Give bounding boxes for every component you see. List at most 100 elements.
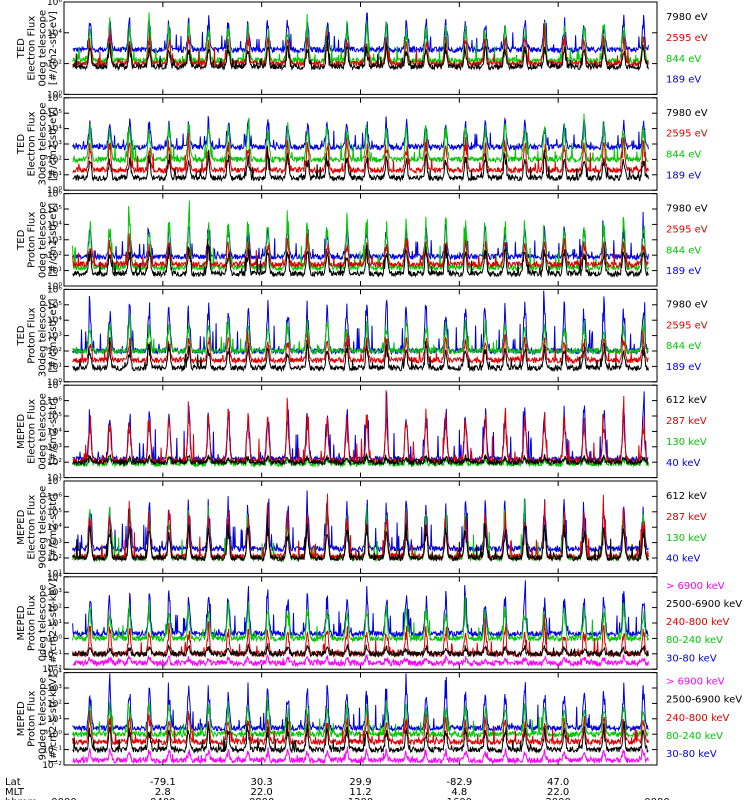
y-tick-label: 10² bbox=[47, 458, 62, 468]
series-line bbox=[72, 514, 649, 563]
y-axis-label: TEDProton Flux0deg telescope[#/cm2-str-e… bbox=[16, 201, 59, 278]
series-line bbox=[72, 710, 649, 747]
legend-612-kev: 612 keV bbox=[666, 491, 707, 502]
y-axis-label-line: 90deg telescope bbox=[37, 677, 48, 760]
legend-7980-ev: 7980 eV bbox=[666, 108, 708, 119]
legend-2500-6900-kev: 2500-6900 keV bbox=[666, 599, 742, 610]
x-tick-label: 1200 bbox=[348, 797, 373, 800]
legend-240-800-kev: 240-800 keV bbox=[666, 617, 730, 628]
x-tick-label: 30.3 bbox=[251, 777, 273, 788]
legend-287-kev: 287 keV bbox=[666, 512, 707, 523]
series-line bbox=[72, 746, 649, 765]
series-line bbox=[72, 643, 649, 659]
y-tick-label: 10⁴ bbox=[47, 125, 62, 135]
series-line bbox=[72, 452, 649, 467]
x-tick-label: 29.9 bbox=[349, 777, 371, 788]
legend-30-80-kev: 30-80 keV bbox=[666, 653, 717, 664]
y-tick-label: 10¹ bbox=[47, 171, 62, 181]
x-tick-label: 2.8 bbox=[155, 787, 171, 798]
y-tick-label: 10⁶ bbox=[47, 492, 62, 502]
y-tick-label: 10³ bbox=[47, 332, 62, 342]
y-tick-label: 10³ bbox=[47, 684, 62, 694]
series-line bbox=[72, 145, 649, 183]
y-axis-label-line: Proton Flux bbox=[27, 307, 38, 363]
y-tick-label: 10¹ bbox=[47, 619, 62, 629]
x-tick-label: 4.8 bbox=[451, 787, 467, 798]
y-tick-label: 10⁰ bbox=[47, 90, 62, 100]
y-tick-label: 10⁷ bbox=[47, 477, 62, 487]
legend-287-kev: 287 keV bbox=[666, 416, 707, 427]
y-tick-label: 10³ bbox=[47, 539, 62, 549]
x-tick-label: 1600 bbox=[447, 797, 472, 800]
y-axis-label-line: Proton Flux bbox=[27, 691, 38, 747]
x-tick-label: -82.9 bbox=[446, 777, 472, 788]
y-tick-label: 10⁰ bbox=[47, 634, 62, 644]
y-tick-label: 10² bbox=[47, 155, 62, 165]
y-tick-label: 10¹ bbox=[47, 362, 62, 372]
y-axis-label-line: MEPED bbox=[16, 414, 27, 449]
y-axis-label-line: [#/cm2-s-str-keV] bbox=[48, 675, 59, 763]
legend-2595-ev: 2595 eV bbox=[666, 320, 708, 331]
series-line bbox=[72, 239, 649, 279]
legend--6900-kev: > 6900 keV bbox=[666, 581, 725, 592]
legend-80-240-kev: 80-240 keV bbox=[666, 731, 723, 742]
y-axis-label-line: 0deg telescope bbox=[37, 585, 48, 662]
legend-844-ev: 844 eV bbox=[666, 54, 701, 65]
series-line bbox=[72, 673, 649, 733]
y-tick-label: 10² bbox=[47, 554, 62, 564]
y-axis-label-line: 30deg telescope bbox=[37, 102, 48, 185]
panel-ted-e-0: 10⁰ 10² 10⁴ 10⁶ TEDElectron Flux0deg telesco… bbox=[16, 0, 708, 100]
y-axis-label-line: [#/cm2-s-str] bbox=[48, 494, 59, 561]
y-tick-label: 10⁰ bbox=[47, 186, 62, 196]
y-axis-label-line: MEPED bbox=[16, 605, 27, 640]
y-tick-label: 10⁴ bbox=[47, 29, 62, 39]
y-tick-label: 10⁶ bbox=[47, 0, 62, 8]
y-tick-label: 10⁶ bbox=[47, 190, 62, 200]
y-axis-label-line: Electron Flux bbox=[27, 399, 38, 464]
legend-2500-6900-kev: 2500-6900 keV bbox=[666, 695, 742, 706]
y-axis-label: MEPEDElectron Flux0deg telescope[#/cm2-s… bbox=[16, 393, 59, 470]
y-axis-label: MEPEDElectron Flux90deg telescope[#/cm2-… bbox=[16, 486, 59, 569]
y-tick-label: 10² bbox=[47, 604, 62, 614]
y-tick-label: 10⁰ bbox=[47, 730, 62, 740]
legend-40-kev: 40 keV bbox=[666, 554, 700, 565]
y-tick-label: 10⁴ bbox=[47, 427, 62, 437]
x-tick-label: 22.0 bbox=[547, 787, 569, 798]
y-tick-label: 10⁶ bbox=[47, 285, 62, 295]
x-tick-label: 22.0 bbox=[251, 787, 273, 798]
x-row-label-hhmm: hhmm bbox=[5, 797, 37, 800]
y-tick-label: 10⁷ bbox=[47, 381, 62, 391]
legend-2595-ev: 2595 eV bbox=[666, 224, 708, 235]
y-tick-label: 10¹ bbox=[47, 474, 62, 484]
legend-189-ev: 189 eV bbox=[666, 170, 701, 181]
y-tick-label: 10⁵ bbox=[47, 205, 62, 215]
y-tick-label: 10⁰ bbox=[47, 282, 62, 292]
y-axis-label-line: 30deg telescope bbox=[37, 294, 48, 377]
y-tick-label: 10⁶ bbox=[47, 94, 62, 104]
y-axis-label-line: [#/cm2-s-str] bbox=[48, 398, 59, 465]
y-axis-label-line: Proton Flux bbox=[27, 595, 38, 651]
legend-189-ev: 189 eV bbox=[666, 362, 701, 373]
series-line bbox=[72, 717, 649, 755]
legend-189-ev: 189 eV bbox=[666, 266, 701, 277]
y-tick-label: 10⁴ bbox=[47, 220, 62, 230]
y-tick-label: 10³ bbox=[47, 236, 62, 246]
y-axis-label-line: [#/cm2-str-eV] bbox=[48, 203, 59, 277]
y-axis-label-line: Proton Flux bbox=[27, 212, 38, 268]
legend-844-ev: 844 eV bbox=[666, 245, 701, 256]
series-line bbox=[72, 35, 649, 72]
y-axis-label: TEDElectron Flux0deg telescope[#/cm2-str… bbox=[16, 10, 59, 87]
series-line bbox=[72, 697, 649, 739]
y-tick-label: 10⁻² bbox=[42, 761, 62, 771]
y-tick-label: 10² bbox=[47, 347, 62, 357]
series-line bbox=[72, 390, 649, 466]
y-axis-label: TEDElectron Flux30deg telescope[#/cm2-st… bbox=[16, 102, 59, 185]
y-tick-label: 10² bbox=[47, 251, 62, 261]
series-line bbox=[72, 132, 649, 175]
y-tick-label: 10¹ bbox=[47, 715, 62, 725]
series-line bbox=[72, 232, 649, 269]
